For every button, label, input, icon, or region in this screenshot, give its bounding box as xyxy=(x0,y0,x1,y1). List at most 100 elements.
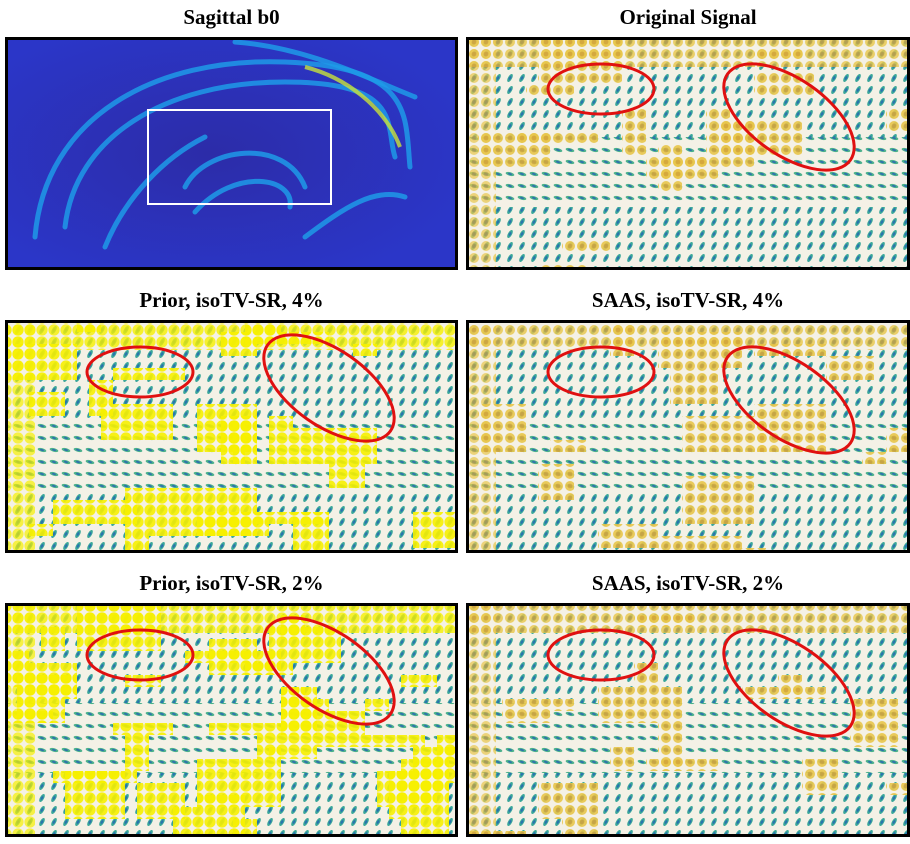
isotropic-region xyxy=(550,440,586,452)
panel-image xyxy=(466,320,910,553)
border-left xyxy=(5,603,35,837)
highlight-ellipse xyxy=(722,628,856,738)
isotropic-region xyxy=(209,723,293,735)
panel-title: Sagittal b0 xyxy=(183,5,279,29)
highlight-ellipse xyxy=(262,333,396,443)
panel-title: SAAS, isoTV-SR, 4% xyxy=(592,288,784,312)
panel-image xyxy=(5,37,458,270)
panel-border xyxy=(466,37,910,270)
panel-content xyxy=(466,603,910,837)
cortex-highlight xyxy=(304,65,402,148)
panel-border xyxy=(466,603,910,837)
highlight-ellipse xyxy=(546,345,656,399)
isotropic-region xyxy=(125,735,149,771)
isotropic-region xyxy=(682,476,754,524)
isotropic-region xyxy=(137,783,185,819)
border-left xyxy=(466,320,496,553)
isotropic-region xyxy=(826,356,874,380)
isotropic-region xyxy=(329,464,365,488)
isotropic-region xyxy=(562,819,598,837)
border-top xyxy=(5,603,458,633)
isotropic-region xyxy=(113,368,185,380)
isotropic-region xyxy=(502,711,550,723)
isotropic-region xyxy=(622,109,646,157)
isotropic-region xyxy=(562,241,610,253)
isotropic-region xyxy=(526,85,574,97)
isotropic-region xyxy=(754,73,814,97)
border-left xyxy=(5,320,35,553)
isotropic-region xyxy=(113,723,173,735)
isotropic-region xyxy=(125,488,209,536)
isotropic-region xyxy=(413,512,458,548)
isotropic-region xyxy=(682,416,766,452)
isotropic-region xyxy=(538,265,586,270)
panel-title: Prior, isoTV-SR, 2% xyxy=(139,571,323,595)
highlight-ellipse xyxy=(85,345,195,399)
highlight-ellipse xyxy=(722,345,856,455)
isotropic-region xyxy=(65,771,125,819)
isotropic-region xyxy=(437,735,458,759)
isotropic-region xyxy=(502,699,574,711)
isotropic-region xyxy=(598,687,682,723)
isotropic-region xyxy=(233,819,257,837)
highlight-ellipse xyxy=(262,616,396,726)
isotropic-region xyxy=(886,428,910,452)
panel-image xyxy=(5,603,458,837)
isotropic-region xyxy=(365,735,425,747)
isotropic-region xyxy=(862,452,886,464)
border-left xyxy=(466,603,496,837)
isotropic-region xyxy=(401,819,449,837)
brain-structure xyxy=(232,39,418,100)
isotropic-region xyxy=(53,675,77,699)
panel-title: Original Signal xyxy=(619,5,756,29)
panel-title: Prior, isoTV-SR, 4% xyxy=(139,288,323,312)
isotropic-region xyxy=(89,380,113,416)
isotropic-region xyxy=(245,512,329,524)
isotropic-region xyxy=(802,759,838,795)
isotropic-region xyxy=(610,747,634,771)
isotropic-region xyxy=(646,759,718,771)
panel-content xyxy=(5,320,458,553)
border-top xyxy=(466,320,910,350)
isotropic-region xyxy=(125,536,149,553)
isotropic-region xyxy=(886,109,910,133)
panel-image xyxy=(5,320,458,553)
isotropic-region xyxy=(197,759,281,807)
isotropic-region xyxy=(742,687,826,699)
border-left xyxy=(466,37,496,270)
panel-image xyxy=(466,37,910,270)
isotropic-region xyxy=(886,783,910,795)
isotropic-region xyxy=(269,747,317,759)
isotropic-region xyxy=(670,368,718,404)
isotropic-region xyxy=(598,524,658,548)
isotropic-region xyxy=(850,699,898,747)
highlight-ellipse xyxy=(722,62,856,172)
isotropic-region xyxy=(281,699,329,747)
highlight-ellipse xyxy=(546,62,656,116)
isotropic-region xyxy=(706,109,730,157)
isotropic-region xyxy=(269,416,293,464)
panel-content xyxy=(5,603,458,837)
panel-border xyxy=(5,37,458,270)
isotropic-region xyxy=(53,500,137,524)
isotropic-region xyxy=(401,675,437,687)
border-top xyxy=(5,320,458,350)
isotropic-region xyxy=(365,699,389,711)
panel-content xyxy=(5,37,458,270)
border-top xyxy=(466,603,910,633)
isotropic-region xyxy=(401,759,449,795)
isotropic-region xyxy=(538,783,598,819)
highlight-ellipse xyxy=(546,628,656,682)
isotropic-region xyxy=(233,416,257,464)
isotropic-region xyxy=(209,488,257,536)
border-top xyxy=(466,37,910,67)
brain-structure xyxy=(192,178,293,215)
panel-border xyxy=(5,320,458,553)
brain-structure xyxy=(32,59,413,240)
isotropic-region xyxy=(646,157,718,181)
panel-image xyxy=(466,603,910,837)
panel-border xyxy=(5,603,458,837)
brain-structure xyxy=(302,191,408,240)
panel-content xyxy=(466,320,910,553)
